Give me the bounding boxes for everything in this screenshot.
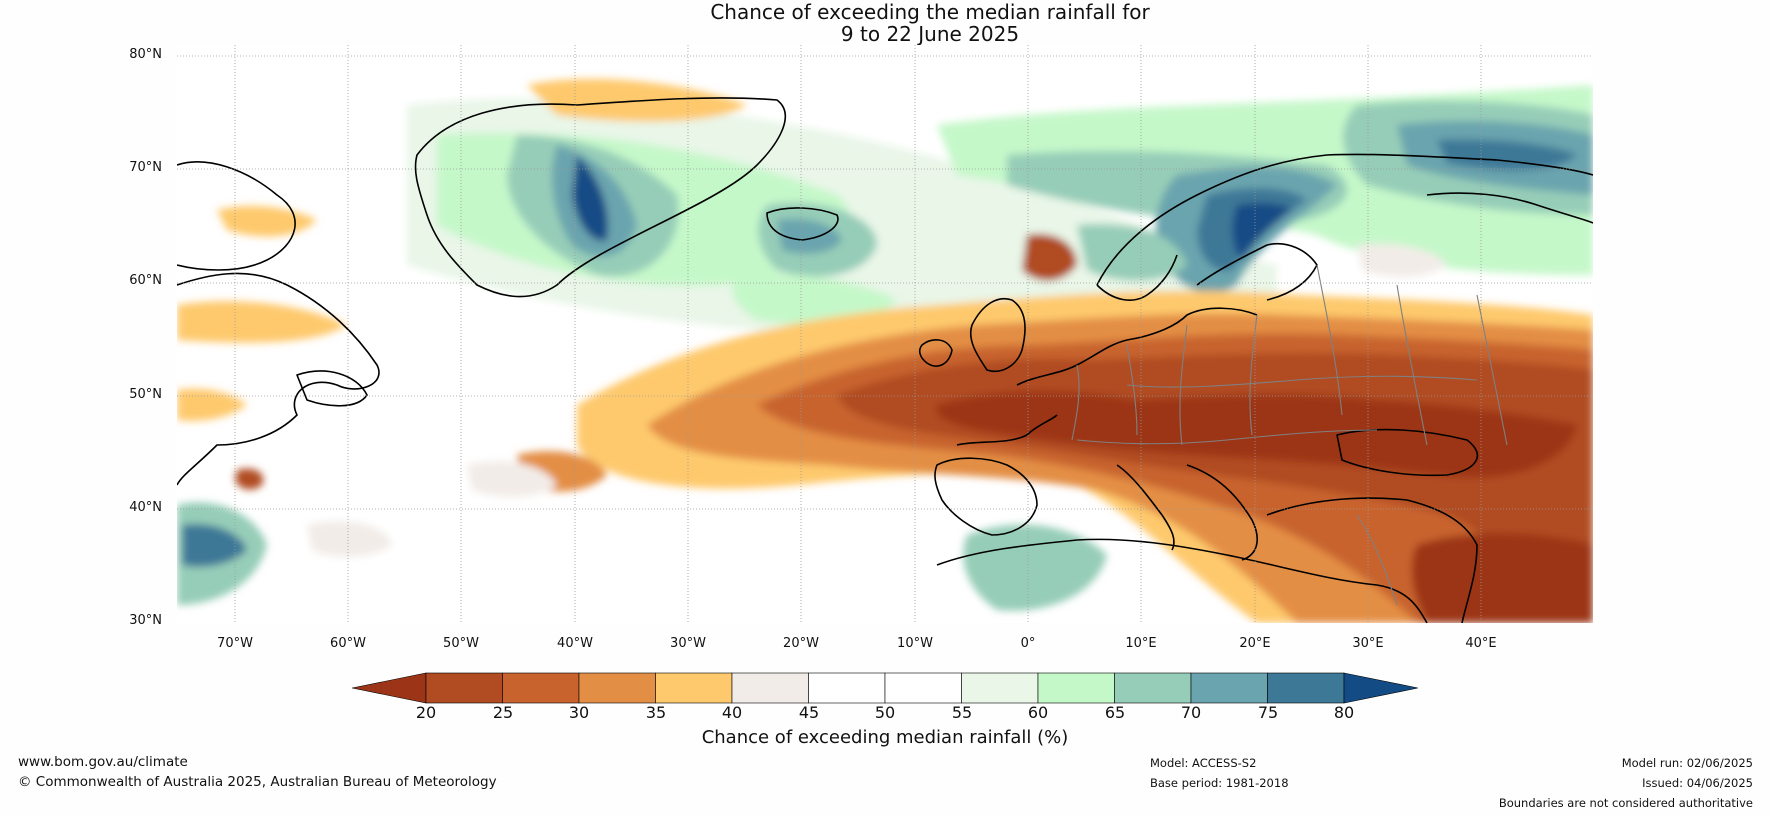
footer-base-period: Base period: 1981-2018: [1150, 776, 1289, 790]
colorbar-tick-75: 75: [1257, 703, 1279, 722]
colorbar-cell: [1190, 672, 1268, 704]
colorbar-extend-high: [1343, 672, 1418, 704]
colorbar-cell: [1114, 672, 1192, 704]
footer-issued: Issued: 04/06/2025: [1642, 776, 1753, 790]
colorbar-cell: [731, 672, 809, 704]
colorbar-tick-45: 45: [798, 703, 820, 722]
lat-label-60n: 60°N: [129, 273, 162, 288]
footer-disclaimer: Boundaries are not considered authoritat…: [1498, 796, 1753, 810]
lon-label-30e: 30°E: [1352, 636, 1384, 651]
lon-label-20e: 20°E: [1239, 636, 1271, 651]
colorbar-tick-70: 70: [1180, 703, 1202, 722]
chart-title-line-1: Chance of exceeding the median rainfall …: [710, 0, 1150, 24]
colorbar-cell: [961, 672, 1039, 704]
colorbar-tick-20: 20: [415, 703, 437, 722]
colorbar-tick-25: 25: [492, 703, 514, 722]
colorbar-cell: [1267, 672, 1345, 704]
lon-label-50w: 50°W: [443, 636, 479, 651]
colorbar-label: Chance of exceeding median rainfall (%): [701, 727, 1069, 748]
colorbar-tick-60: 60: [1027, 703, 1049, 722]
colorbar-tick-65: 65: [1104, 703, 1126, 722]
footer-model: Model: ACCESS-S2: [1150, 756, 1257, 770]
national-borders: [1071, 264, 1508, 606]
colorbar-tick-40: 40: [721, 703, 743, 722]
colorbar-tick-30: 30: [568, 703, 590, 722]
lon-label-70w: 70°W: [217, 636, 253, 651]
footer-model-run: Model run: 02/06/2025: [1621, 756, 1753, 770]
rainfall-probability-map: [177, 45, 1593, 623]
colorbar-cell: [884, 672, 962, 704]
lon-label-40e: 40°E: [1465, 636, 1497, 651]
footer-website: www.bom.gov.au/climate: [18, 754, 188, 770]
colorbar-cell: [502, 672, 580, 704]
lat-label-50n: 50°N: [129, 387, 162, 402]
lon-label-30w: 30°W: [670, 636, 706, 651]
colorbar-cell: [808, 672, 886, 704]
colorbar-extend-low: [352, 672, 427, 704]
colorbar-tick-55: 55: [951, 703, 973, 722]
colorbar-cell: [655, 672, 733, 704]
lon-label-10e: 10°E: [1125, 636, 1157, 651]
colorbar-cell: [1037, 672, 1115, 704]
coastlines: [177, 97, 1593, 623]
lon-label-0: 0°: [1020, 636, 1036, 651]
colorbar-tick-35: 35: [645, 703, 667, 722]
lat-label-30n: 30°N: [129, 613, 162, 628]
graticule: [177, 45, 1593, 623]
lat-label-40n: 40°N: [129, 500, 162, 515]
colorbar-cell: [578, 672, 656, 704]
lon-label-40w: 40°W: [557, 636, 593, 651]
lat-label-70n: 70°N: [129, 160, 162, 175]
colorbar-tick-80: 80: [1333, 703, 1355, 722]
lat-label-80n: 80°N: [129, 47, 162, 62]
lon-label-60w: 60°W: [330, 636, 366, 651]
colorbar: [352, 672, 1418, 704]
probability-shading: [177, 78, 1593, 623]
colorbar-cell: [425, 672, 503, 704]
footer-copyright: © Commonwealth of Australia 2025, Austra…: [18, 774, 497, 790]
lon-label-20w: 20°W: [783, 636, 819, 651]
lon-label-10w: 10°W: [897, 636, 933, 651]
chart-title-line-2: 9 to 22 June 2025: [840, 22, 1020, 46]
colorbar-tick-50: 50: [874, 703, 896, 722]
